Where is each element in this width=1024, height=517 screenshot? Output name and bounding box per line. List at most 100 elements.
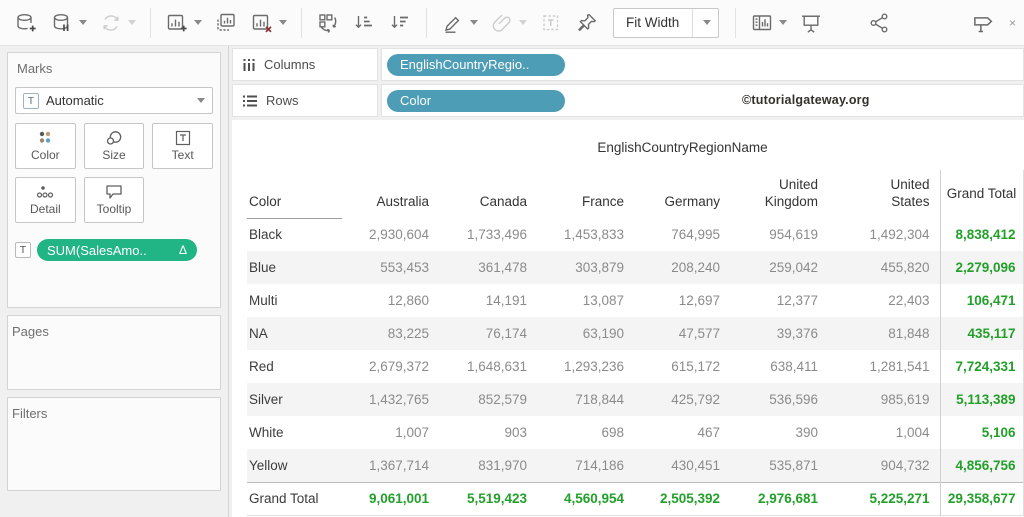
value-cell[interactable]: 63,190	[582, 326, 624, 341]
col-header-france[interactable]: France	[581, 194, 624, 210]
value-cell[interactable]: 22,403	[888, 293, 930, 308]
tooltip-shelf-button[interactable]: Tooltip	[83, 177, 145, 223]
columns-shelf-drop-area[interactable]: EnglishCountryRegio..	[381, 48, 1024, 81]
col-header-grand-total[interactable]: Grand Total	[939, 170, 1024, 218]
total-cell[interactable]: 5,225,271	[869, 491, 930, 506]
color-shelf-button[interactable]: Color	[15, 123, 76, 169]
row-label[interactable]: Red	[249, 359, 274, 374]
value-cell[interactable]: 638,411	[770, 359, 818, 374]
grand-total-cell[interactable]: 5,106	[939, 416, 1024, 449]
value-cell[interactable]: 76,174	[485, 326, 527, 341]
rows-shelf-drop-area[interactable]: Color ©tutorialgateway.org	[381, 84, 1024, 117]
value-cell[interactable]: 1,492,304	[869, 227, 930, 242]
value-cell[interactable]: 904,732	[880, 457, 930, 473]
value-cell[interactable]: 83,225	[387, 326, 429, 341]
value-cell[interactable]: 208,240	[671, 260, 720, 275]
total-cell[interactable]: 4,560,954	[563, 491, 624, 506]
value-cell[interactable]: 12,377	[776, 293, 818, 308]
value-cell[interactable]: 1,367,714	[368, 457, 429, 473]
value-cell[interactable]: 1,453,833	[563, 227, 624, 242]
value-cell[interactable]: 764,995	[671, 227, 720, 242]
grand-total-cell[interactable]: 8,838,412	[939, 218, 1024, 251]
value-cell[interactable]: 467	[697, 425, 720, 440]
grand-total-cell[interactable]: 4,856,756	[939, 449, 1024, 482]
value-cell[interactable]: 954,619	[769, 227, 818, 242]
value-cell[interactable]: 535,871	[769, 457, 818, 473]
clear-sheet-button[interactable]	[250, 11, 287, 35]
row-label[interactable]: Silver	[249, 392, 283, 407]
value-cell[interactable]: 12,860	[387, 293, 429, 308]
value-cell[interactable]: 714,186	[575, 457, 624, 473]
fix-axes-button[interactable]	[575, 11, 599, 35]
show-me-button[interactable]: ×	[970, 10, 1016, 36]
clear-sheet-caret[interactable]	[279, 20, 287, 25]
grand-total-cell[interactable]: 5,113,389	[939, 383, 1024, 416]
value-cell[interactable]: 303,879	[575, 260, 624, 275]
value-cell[interactable]: 831,970	[478, 457, 527, 473]
value-cell[interactable]: 1,007	[395, 425, 429, 440]
duplicate-sheet-button[interactable]	[214, 11, 238, 35]
row-label[interactable]: NA	[249, 326, 268, 341]
value-cell[interactable]: 425,792	[671, 392, 720, 407]
value-cell[interactable]: 903	[504, 425, 527, 440]
share-workbook-button[interactable]	[867, 11, 891, 35]
value-cell[interactable]: 615,172	[671, 359, 720, 374]
grand-total-cell[interactable]: 29,358,677	[939, 482, 1024, 515]
value-cell[interactable]: 259,042	[769, 260, 818, 275]
value-cell[interactable]: 47,577	[678, 326, 720, 341]
value-cell[interactable]: 985,619	[880, 392, 930, 407]
highlight-button[interactable]	[441, 11, 478, 35]
row-label[interactable]: Multi	[249, 293, 278, 308]
value-cell[interactable]: 1,648,631	[466, 359, 527, 374]
row-label[interactable]: Yellow	[249, 457, 288, 473]
row-label[interactable]: Grand Total	[249, 491, 319, 506]
show-hide-cards-button[interactable]	[750, 11, 787, 35]
value-cell[interactable]: 718,844	[575, 392, 624, 407]
sort-ascending-button[interactable]	[352, 11, 376, 35]
new-data-source-button[interactable]	[14, 11, 38, 35]
row-field-header[interactable]: Color	[247, 170, 342, 219]
new-worksheet-button[interactable]	[165, 11, 202, 35]
grand-total-cell[interactable]: 7,724,331	[939, 350, 1024, 383]
total-cell[interactable]: 2,505,392	[659, 491, 720, 506]
col-header-australia[interactable]: Australia	[376, 194, 429, 210]
col-header-united-kingdom[interactable]: United Kingdom	[764, 177, 818, 210]
fit-selector-caret[interactable]	[692, 8, 718, 37]
value-cell[interactable]: 390	[795, 425, 818, 440]
value-cell[interactable]: 1,293,236	[563, 359, 624, 374]
mark-type-dropdown[interactable]: T Automatic	[15, 87, 213, 114]
col-header-canada[interactable]: Canada	[479, 194, 527, 210]
presentation-mode-button[interactable]	[799, 11, 823, 35]
size-shelf-button[interactable]: Size	[83, 123, 145, 169]
value-cell[interactable]: 2,679,372	[368, 359, 429, 374]
row-label[interactable]: Black	[249, 227, 283, 243]
value-cell[interactable]: 81,848	[888, 326, 930, 341]
value-cell[interactable]: 39,376	[776, 326, 818, 341]
refresh-data-button[interactable]	[99, 11, 136, 35]
text-shelf-button[interactable]: Text	[152, 123, 213, 169]
pages-shelf[interactable]: Pages	[7, 315, 221, 390]
col-header-united-states[interactable]: United States	[890, 177, 930, 210]
grand-total-cell[interactable]: 2,279,096	[939, 251, 1024, 284]
row-label[interactable]: Blue	[249, 260, 277, 275]
value-cell[interactable]: 14,191	[485, 293, 527, 308]
rows-pill-color[interactable]: Color	[387, 89, 565, 112]
value-cell[interactable]: 536,596	[769, 392, 818, 407]
value-cell[interactable]: 430,451	[671, 457, 720, 473]
swap-rows-columns-button[interactable]	[316, 11, 340, 35]
sum-salesamount-pill[interactable]: SUM(SalesAmo.. Δ	[37, 239, 197, 261]
value-cell[interactable]: 553,453	[380, 260, 429, 275]
filters-shelf[interactable]: Filters	[7, 397, 221, 491]
mark-type-caret[interactable]	[197, 98, 205, 103]
value-cell[interactable]: 1,004	[895, 425, 930, 440]
total-cell[interactable]: 5,519,423	[466, 491, 527, 506]
grand-total-cell[interactable]: 435,117	[939, 317, 1024, 350]
value-cell[interactable]: 698	[601, 425, 624, 440]
highlight-caret[interactable]	[470, 20, 478, 25]
dimension-header[interactable]: EnglishCountryRegionName	[597, 139, 768, 155]
columns-pill-englishcountryregionname[interactable]: EnglishCountryRegio..	[387, 53, 565, 76]
sort-descending-button[interactable]	[388, 11, 412, 35]
value-cell[interactable]: 852,579	[478, 392, 527, 407]
detail-shelf-button[interactable]: Detail	[15, 177, 76, 223]
cards-caret[interactable]	[779, 20, 787, 25]
